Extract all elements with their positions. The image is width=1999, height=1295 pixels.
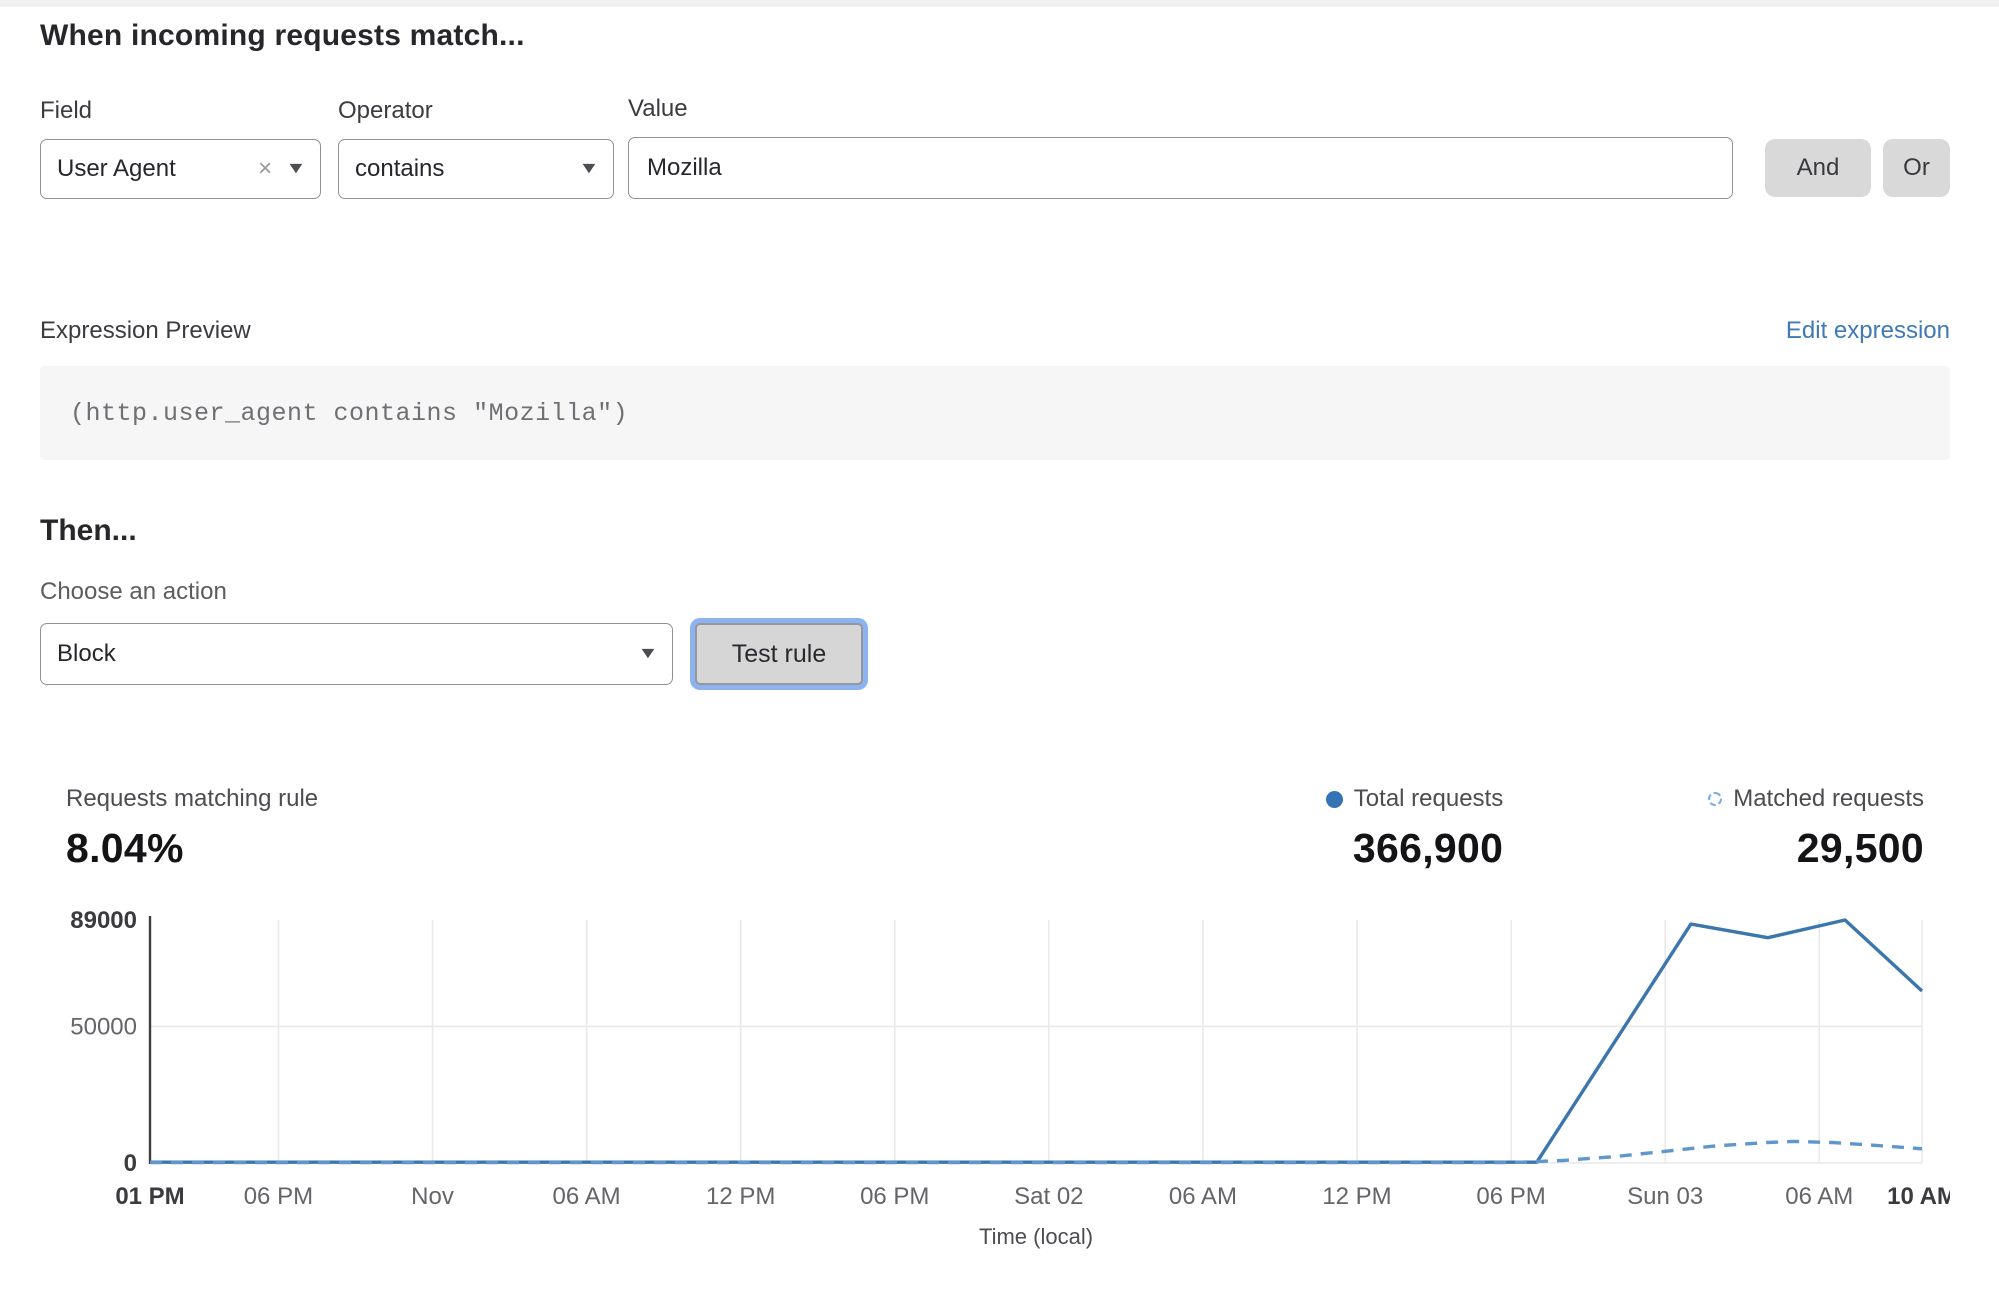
field-label: Field: [40, 97, 93, 124]
svg-text:06 AM: 06 AM: [1169, 1183, 1237, 1210]
svg-text:06 AM: 06 AM: [1785, 1183, 1853, 1210]
stats-row: Requests matching rule 8.04% Total reque…: [40, 785, 1950, 872]
svg-text:10 AM: 10 AM: [1887, 1183, 1950, 1210]
svg-text:06 PM: 06 PM: [860, 1183, 929, 1210]
clear-field-icon[interactable]: ×: [258, 155, 273, 182]
matched-requests-stat: Matched requests 29,500: [1708, 785, 1924, 872]
value-label: Value: [628, 95, 688, 122]
chevron-down-icon[interactable]: ▼: [578, 160, 600, 177]
total-requests-label: Total requests: [1353, 785, 1504, 812]
matched-requests-legend: Matched requests: [1708, 785, 1924, 813]
action-select[interactable]: Block ▼: [40, 623, 673, 685]
test-rule-button[interactable]: Test rule: [695, 623, 863, 685]
total-requests-value: 366,900: [1352, 825, 1504, 871]
and-button[interactable]: And: [1765, 139, 1871, 197]
card-top-edge: [0, 0, 1999, 7]
operator-select[interactable]: contains ▼: [338, 139, 614, 199]
then-heading: Then...: [40, 514, 137, 547]
requests-chart: 89000 50000 0 01 PM 06 PM Nov 06 AM 12 PM 06 PM S…: [40, 906, 1957, 1256]
expression-code-box: (http.user_agent contains "Mozilla"): [40, 366, 1950, 460]
svg-text:06 PM: 06 PM: [244, 1183, 313, 1210]
svg-text:12 PM: 12 PM: [1322, 1183, 1391, 1210]
or-button[interactable]: Or: [1883, 139, 1950, 197]
svg-text:12 PM: 12 PM: [706, 1183, 775, 1210]
total-requests-legend: Total requests: [1325, 785, 1504, 813]
logic-buttons: And Or: [1765, 139, 1950, 197]
field-select-value: User Agent: [57, 155, 176, 182]
svg-text:06 PM: 06 PM: [1476, 1183, 1545, 1210]
operator-select-value: contains: [355, 155, 445, 182]
value-column: Value: [628, 95, 1733, 199]
svg-text:06 AM: 06 AM: [553, 1183, 621, 1210]
total-requests-stat: Total requests 366,900: [1325, 785, 1504, 872]
matched-requests-label: Matched requests: [1733, 785, 1924, 812]
action-row: Block ▼ Test rule: [40, 623, 1950, 685]
dashed-circle-legend-icon: [1708, 792, 1723, 806]
svg-text:Nov: Nov: [411, 1183, 454, 1210]
matched-requests-value: 29,500: [1796, 825, 1924, 871]
requests-matching-value: 8.04%: [66, 825, 184, 871]
solid-dot-legend-icon: [1325, 790, 1343, 808]
svg-text:Sat 02: Sat 02: [1014, 1183, 1083, 1210]
expression-header: Expression Preview Edit expression: [40, 317, 1950, 345]
edit-expression-link[interactable]: Edit expression: [1785, 317, 1950, 344]
requests-matching-stat: Requests matching rule 8.04%: [66, 785, 1326, 872]
chevron-down-icon[interactable]: ▼: [637, 645, 659, 662]
choose-action-label: Choose an action: [40, 578, 227, 605]
svg-text:50000: 50000: [70, 1013, 137, 1040]
svg-text:Sun 03: Sun 03: [1627, 1183, 1703, 1210]
field-column: Field User Agent × ▼: [40, 97, 321, 199]
action-select-value: Block: [57, 640, 116, 667]
svg-text:Time (local): Time (local): [979, 1224, 1093, 1249]
operator-column: Operator contains ▼: [338, 97, 614, 199]
rule-builder-row: Field User Agent × ▼ Operator contains ▼…: [40, 95, 1950, 199]
expression-preview-section: Expression Preview Edit expression (http…: [40, 317, 1950, 460]
svg-text:0: 0: [124, 1150, 137, 1177]
operator-label: Operator: [338, 97, 433, 124]
svg-text:89000: 89000: [70, 907, 137, 934]
svg-text:01 PM: 01 PM: [115, 1183, 184, 1210]
chevron-down-icon[interactable]: ▼: [285, 160, 307, 177]
expression-preview-label: Expression Preview: [40, 317, 251, 344]
time-series-chart: 89000 50000 0 01 PM 06 PM Nov 06 AM 12 PM 06 PM S…: [70, 907, 1957, 1249]
requests-matching-label: Requests matching rule: [66, 785, 319, 812]
firewall-rule-editor: When incoming requests match... Field Us…: [0, 19, 1999, 1256]
value-input[interactable]: [628, 137, 1733, 199]
field-select[interactable]: User Agent × ▼: [40, 139, 321, 199]
when-requests-match-heading: When incoming requests match...: [40, 19, 525, 52]
expression-code: (http.user_agent contains "Mozilla"): [70, 398, 629, 428]
